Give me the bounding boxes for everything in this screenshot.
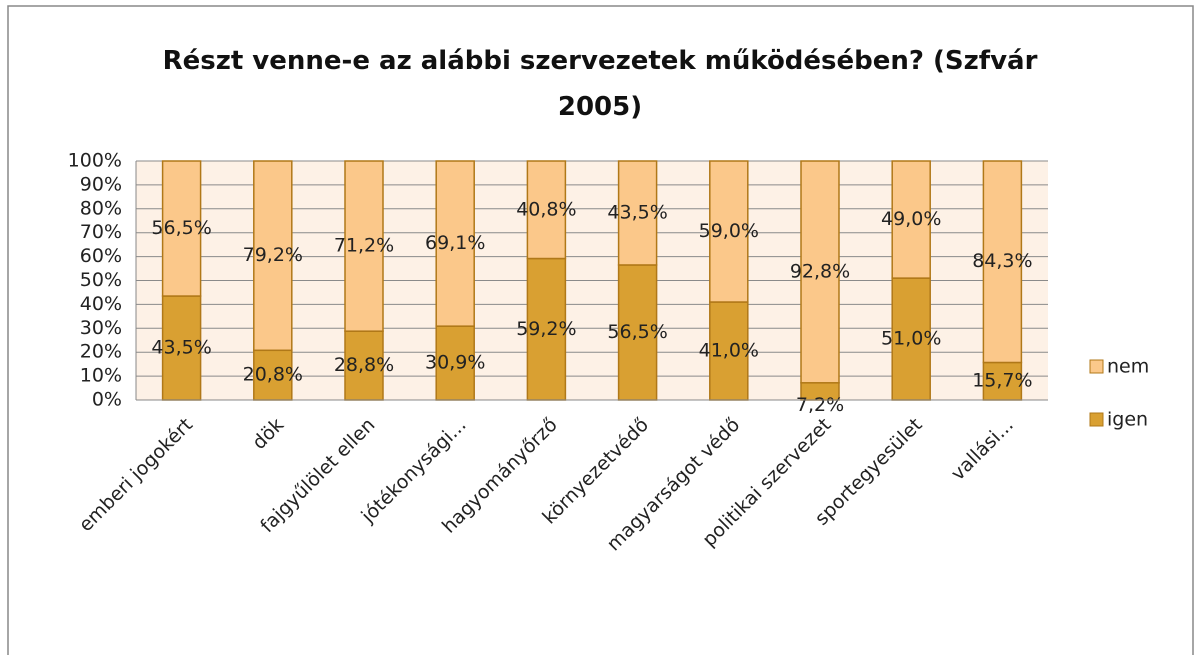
data-label: 49,0% (881, 208, 941, 230)
data-label: 43,5% (607, 201, 667, 223)
y-tick-label: 90% (80, 173, 122, 195)
bar-segment (161, 295, 202, 401)
y-tick-label: 80% (80, 197, 122, 219)
chart-title: Részt venne-e az alábbi szervezetek műkö… (162, 46, 1038, 122)
y-tick-label: 10% (80, 365, 122, 387)
chart-frame (7, 5, 1194, 655)
bar-segment (253, 160, 293, 352)
data-label: 51,0% (881, 328, 941, 350)
data-label: 92,8% (790, 260, 850, 282)
legend-label: nem (1107, 356, 1149, 378)
x-tick-label: emberi jogokért (75, 414, 197, 536)
bar-segment (800, 160, 840, 384)
data-label: 28,8% (334, 354, 394, 376)
data-label: 59,0% (699, 220, 759, 242)
bar-segment (526, 160, 567, 260)
bar-segment (891, 160, 931, 279)
legend-swatch (1089, 359, 1104, 374)
legend-swatch (1089, 412, 1104, 427)
y-tick-label: 50% (80, 269, 122, 291)
data-label: 43,5% (151, 337, 211, 359)
bar-segment (435, 160, 475, 327)
data-label: 30,9% (425, 352, 485, 374)
data-label: 79,2% (243, 244, 303, 266)
y-tick-label: 60% (80, 245, 122, 267)
bar-segment (709, 160, 749, 303)
y-tick-label: 20% (80, 341, 122, 363)
bar-segment (709, 301, 749, 401)
bar-segment (982, 361, 1023, 401)
data-label: 15,7% (972, 370, 1032, 392)
bar-segment (161, 160, 202, 297)
legend-label: igen (1107, 409, 1148, 431)
y-tick-label: 30% (80, 317, 122, 339)
bar-segment (344, 160, 384, 332)
bar-segment (617, 160, 658, 266)
data-label: 84,3% (972, 250, 1032, 272)
data-label: 40,8% (516, 198, 576, 220)
data-label: 56,5% (607, 321, 667, 343)
data-label: 20,8% (243, 364, 303, 386)
data-label: 69,1% (425, 232, 485, 254)
x-tick-label: dök (248, 414, 288, 454)
y-tick-label: 70% (80, 221, 122, 243)
data-label: 59,2% (516, 318, 576, 340)
data-label: 41,0% (699, 340, 759, 362)
y-tick-label: 100% (68, 150, 122, 172)
x-tick-label: vallási... (947, 414, 1018, 485)
bar-segment (617, 264, 658, 401)
bar-segment (891, 277, 931, 401)
y-tick-label: 0% (92, 389, 122, 411)
bar-segment (982, 160, 1023, 364)
y-tick-label: 40% (80, 293, 122, 315)
data-label: 7,2% (796, 394, 844, 416)
data-label: 56,5% (151, 217, 211, 239)
data-label: 71,2% (334, 235, 394, 257)
